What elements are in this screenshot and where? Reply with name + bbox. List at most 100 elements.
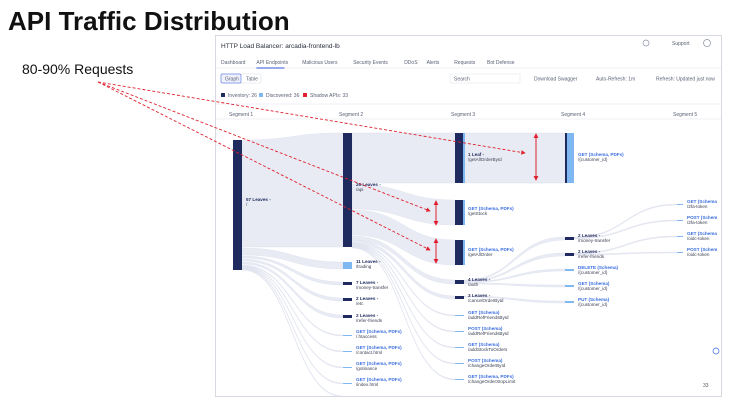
- node-title[interactable]: 2 Leaves -: [578, 249, 601, 254]
- node-title[interactable]: 1 Leaf -: [468, 152, 485, 157]
- support[interactable]: Support: [672, 41, 690, 47]
- node-title[interactable]: GET (Schema: [687, 199, 717, 204]
- action[interactable]: Refresh: Updated just now: [656, 77, 715, 83]
- node-bar[interactable]: [677, 236, 683, 237]
- node-path[interactable]: /oidc-token: [687, 252, 710, 257]
- node-path[interactable]: /{customer_id}: [578, 302, 608, 307]
- node-bar[interactable]: [565, 237, 574, 240]
- node-title[interactable]: GET (Schema, PDFs): [356, 361, 402, 366]
- node-path[interactable]: /getAllOrderById: [468, 157, 502, 162]
- node-path[interactable]: /.htaccess: [356, 334, 377, 339]
- node-title[interactable]: POST (Schema): [468, 326, 503, 331]
- node-title[interactable]: 57 Leaves -: [246, 197, 271, 202]
- node-path[interactable]: /changeOrderById: [468, 363, 506, 368]
- node-path[interactable]: /oidc-token: [687, 236, 710, 241]
- node-path[interactable]: /getStock: [468, 211, 488, 216]
- node-bar[interactable]: [343, 282, 352, 285]
- node-bar[interactable]: [677, 220, 683, 221]
- tab[interactable]: Malicious Users: [302, 60, 338, 66]
- node-path[interactable]: /money-transfer: [578, 238, 611, 243]
- node-title[interactable]: DELETE (Schema): [578, 265, 619, 270]
- node-path[interactable]: /auth: [468, 282, 479, 287]
- toggle[interactable]: Graph: [225, 77, 239, 83]
- node-bar[interactable]: [455, 379, 464, 380]
- node-path[interactable]: /changeOrderStopLimit: [468, 379, 516, 384]
- node-title[interactable]: 2 Leaves -: [356, 296, 379, 301]
- node-bar[interactable]: [565, 269, 574, 271]
- node-title[interactable]: GET (Schema, PDFs): [356, 377, 402, 382]
- search-box[interactable]: [449, 73, 521, 84]
- node-title[interactable]: 4 Leaves -: [468, 277, 491, 282]
- node-bar[interactable]: [455, 296, 464, 299]
- node-title[interactable]: GET (Schema, PDFs): [468, 206, 514, 211]
- node-bar[interactable]: [343, 383, 352, 384]
- node-path[interactable]: /addRefFriendsById: [468, 331, 509, 336]
- node-bar[interactable]: [677, 204, 683, 205]
- tab[interactable]: Dashboard: [221, 60, 246, 66]
- node-bar[interactable]: [343, 335, 352, 336]
- node-bar[interactable]: [677, 252, 683, 253]
- node-title[interactable]: 2 Leaves -: [578, 233, 601, 238]
- tab[interactable]: Bot Defense: [487, 60, 515, 66]
- tab[interactable]: Alerts: [427, 60, 440, 66]
- toggle-active[interactable]: [220, 73, 242, 84]
- node-path[interactable]: /{customer_id}: [578, 270, 608, 275]
- node-bar[interactable]: [455, 331, 464, 332]
- node-bar[interactable]: [455, 363, 464, 364]
- node-path[interactable]: /api: [356, 187, 363, 192]
- node-bar[interactable]: [343, 351, 352, 352]
- node-bar[interactable]: [343, 133, 352, 247]
- node-path[interactable]: /etc: [356, 301, 364, 306]
- node-title[interactable]: POST (Schem: [687, 247, 717, 252]
- node-title[interactable]: GET (Schema, PDFs): [468, 374, 514, 379]
- node-bar[interactable]: [233, 140, 242, 270]
- node-title[interactable]: 2 Leaves -: [356, 313, 379, 318]
- node-bar[interactable]: [455, 347, 464, 348]
- node-bar[interactable]: [343, 367, 352, 368]
- avatar[interactable]: [703, 39, 711, 47]
- node-bar[interactable]: [565, 253, 574, 256]
- action[interactable]: Download Swagger: [534, 77, 578, 83]
- tab[interactable]: API Endpoints: [256, 60, 288, 66]
- node-title[interactable]: 3 Leaves -: [468, 293, 491, 298]
- node-title[interactable]: GET (Schema): [468, 310, 500, 315]
- node-title[interactable]: GET (Schema, PDFs): [468, 247, 514, 252]
- node-title[interactable]: GET (Schema, PDFs): [356, 329, 402, 334]
- node-bar[interactable]: [455, 315, 464, 316]
- node-path[interactable]: /getAllOrder: [468, 252, 493, 257]
- node-path[interactable]: /contact.html: [356, 350, 382, 355]
- bell-icon[interactable]: [642, 39, 650, 47]
- node-title[interactable]: 26 Leaves -: [356, 182, 381, 187]
- node-path[interactable]: /{customer_id}: [578, 157, 608, 162]
- node-title[interactable]: GET (Schema, PDFs): [578, 152, 624, 157]
- node-path[interactable]: /: [246, 202, 248, 207]
- toggle[interactable]: Table: [246, 77, 258, 83]
- node-path[interactable]: /2fa-token: [687, 220, 708, 225]
- node-bar[interactable]: [455, 280, 464, 284]
- node-title[interactable]: GET (Schema): [468, 342, 500, 347]
- node-path[interactable]: /refer-friends: [356, 318, 383, 323]
- node-path[interactable]: /money-transfer: [356, 285, 389, 290]
- node-title[interactable]: POST (Schema): [468, 358, 503, 363]
- node-title[interactable]: GET (Schema: [687, 231, 717, 236]
- node-title[interactable]: GET (Schema): [578, 281, 610, 286]
- node-title[interactable]: 7 Leaves -: [356, 280, 379, 285]
- node-bar[interactable]: [343, 315, 352, 318]
- node-bar[interactable]: [565, 285, 574, 287]
- node-path[interactable]: /refer-friends: [578, 254, 605, 259]
- help-icon[interactable]: [712, 347, 720, 355]
- node-path[interactable]: /{customer_id}: [578, 286, 608, 291]
- node-path[interactable]: /index.html: [356, 382, 378, 387]
- tab[interactable]: DDoS: [404, 60, 418, 66]
- node-title[interactable]: POST (Schem: [687, 215, 717, 220]
- node-bar[interactable]: [343, 262, 352, 269]
- node-path[interactable]: /cancelOrderById: [468, 298, 504, 303]
- node-path[interactable]: /addRefFriendsById: [468, 315, 509, 320]
- node-bar[interactable]: [455, 133, 464, 183]
- action[interactable]: Auto-Refresh: 1m: [596, 77, 635, 83]
- node-bar[interactable]: [565, 133, 574, 183]
- tab[interactable]: Requests: [454, 60, 476, 66]
- node-title[interactable]: GET (Schema, PDFs): [356, 345, 402, 350]
- node-path[interactable]: /addStockToOrders: [468, 347, 508, 352]
- node-bar[interactable]: [455, 200, 464, 225]
